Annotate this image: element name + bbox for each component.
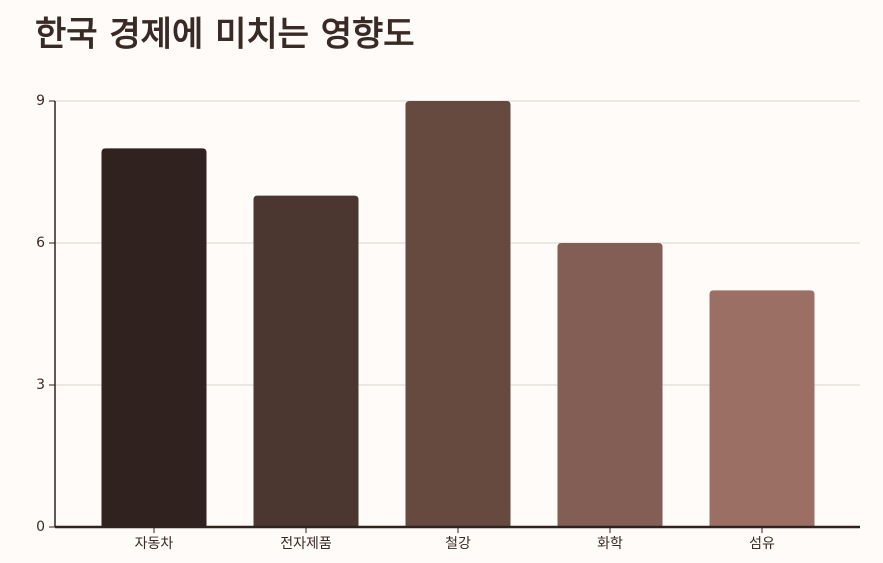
x-tick-label: 전자제품 — [280, 536, 332, 552]
bar — [101, 148, 207, 528]
bar — [557, 243, 663, 527]
y-tick-label: 0 — [36, 519, 45, 535]
y-tick-label: 6 — [36, 235, 45, 251]
x-tick-label: 화학 — [597, 536, 623, 552]
x-tick-label: 섬유 — [749, 536, 775, 552]
bar — [405, 101, 511, 527]
x-tick-label: 철강 — [445, 536, 471, 552]
bar — [253, 195, 359, 527]
bar — [709, 290, 815, 527]
y-tick-label: 3 — [36, 377, 45, 393]
y-tick-label: 9 — [36, 93, 45, 109]
chart-title: 한국 경제에 미치는 영향도 — [35, 15, 415, 55]
x-tick-label: 자동차 — [135, 536, 174, 552]
